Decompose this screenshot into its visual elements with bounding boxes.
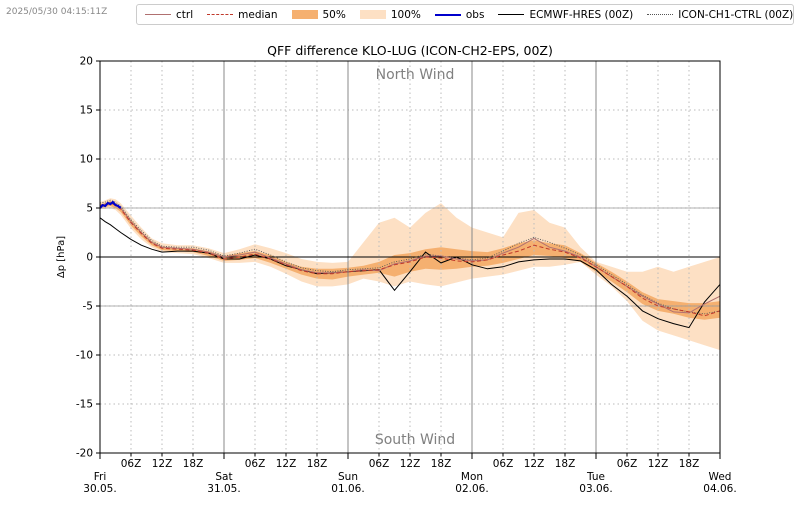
x-date-label: 01.06. [331, 483, 364, 495]
chart-title: QFF difference KLO-LUG (ICON-CH2-EPS, 00… [267, 43, 553, 58]
legend-swatch [291, 10, 318, 19]
x-hour-tick-label: 06Z [493, 458, 514, 470]
legend-item-obs: obs [434, 8, 485, 21]
legend-label: ECMWF-HRES (00Z) [529, 8, 634, 21]
y-axis-label: Δp [hPa] [56, 236, 67, 278]
x-hour-tick-label: 18Z [183, 458, 204, 470]
legend-item-ecmwf-hres-00z: ECMWF-HRES (00Z) [498, 9, 633, 21]
x-hour-tick-label: 06Z [245, 458, 266, 470]
plot-area [100, 61, 720, 453]
legend: ctrl median 50% 100% obs ECMWF-HRES (00Z) ICON… [136, 4, 794, 25]
x-hour-tick-label: 18Z [307, 458, 328, 470]
legend-item-icon-ch1-ctrl-00z: ICON-CH1-CTRL (00Z) [647, 9, 793, 21]
x-day-label: Tue [586, 471, 605, 483]
x-hour-tick-label: 06Z [369, 458, 390, 470]
x-day-label: Fri [94, 471, 107, 483]
legend-swatch [434, 10, 461, 20]
legend-label: median [238, 8, 278, 21]
legend-swatch [145, 10, 171, 20]
legend-label: ctrl [176, 8, 194, 21]
y-tick-label: 10 [80, 154, 93, 166]
x-date-label: 30.05. [83, 483, 116, 495]
legend-label: ICON-CH1-CTRL (00Z) [678, 8, 794, 21]
x-hour-tick-label: 12Z [648, 458, 669, 470]
legend-swatch [207, 10, 234, 20]
y-tick-label: 20 [80, 56, 93, 68]
y-tick-label: 15 [80, 105, 93, 117]
x-hour-tick-label: 12Z [152, 458, 173, 470]
x-hour-tick-label: 12Z [276, 458, 297, 470]
south-wind-annotation: South Wind [375, 432, 455, 448]
north-wind-annotation: North Wind [376, 67, 455, 83]
y-tick-label: -20 [76, 448, 93, 460]
x-hour-tick-label: 06Z [617, 458, 638, 470]
y-tick-label: 5 [86, 203, 93, 215]
x-date-label: 03.06. [579, 483, 612, 495]
legend-item-ctrl: ctrl [145, 9, 193, 21]
timestamp: 2025/05/30 04:15:11Z [6, 7, 108, 17]
x-date-label: 31.05. [207, 483, 240, 495]
legend-swatch [359, 10, 386, 19]
series-obs [100, 200, 122, 209]
series-median [100, 202, 720, 317]
x-date-label: 04.06. [703, 483, 736, 495]
y-tick-label: -15 [76, 399, 93, 411]
y-tick-label: -5 [83, 301, 93, 313]
legend-item-50: 50% [291, 8, 346, 21]
x-day-label: Sun [338, 471, 358, 483]
x-hour-tick-label: 06Z [121, 458, 142, 470]
legend-label: obs [465, 8, 485, 21]
y-tick-label: 0 [86, 252, 93, 264]
x-hour-tick-label: 12Z [400, 458, 421, 470]
legend-swatch [647, 10, 674, 20]
x-day-label: Mon [461, 471, 483, 483]
x-hour-tick-label: 18Z [555, 458, 576, 470]
series-icon-ch1-ctrl [100, 199, 720, 315]
x-hour-tick-label: 12Z [524, 458, 545, 470]
x-hour-tick-label: 18Z [431, 458, 452, 470]
y-tick-label: -10 [76, 350, 93, 362]
band-100-percent [100, 198, 720, 351]
legend-label: 100% [390, 8, 421, 21]
legend-item-median: median [207, 8, 278, 21]
x-date-label: 02.06. [455, 483, 488, 495]
legend-label: 50% [322, 8, 346, 21]
x-day-label: Wed [709, 471, 732, 483]
x-day-label: Sat [215, 471, 232, 483]
x-hour-tick-label: 18Z [679, 458, 700, 470]
legend-swatch [498, 10, 525, 20]
legend-item-100: 100% [359, 8, 421, 21]
